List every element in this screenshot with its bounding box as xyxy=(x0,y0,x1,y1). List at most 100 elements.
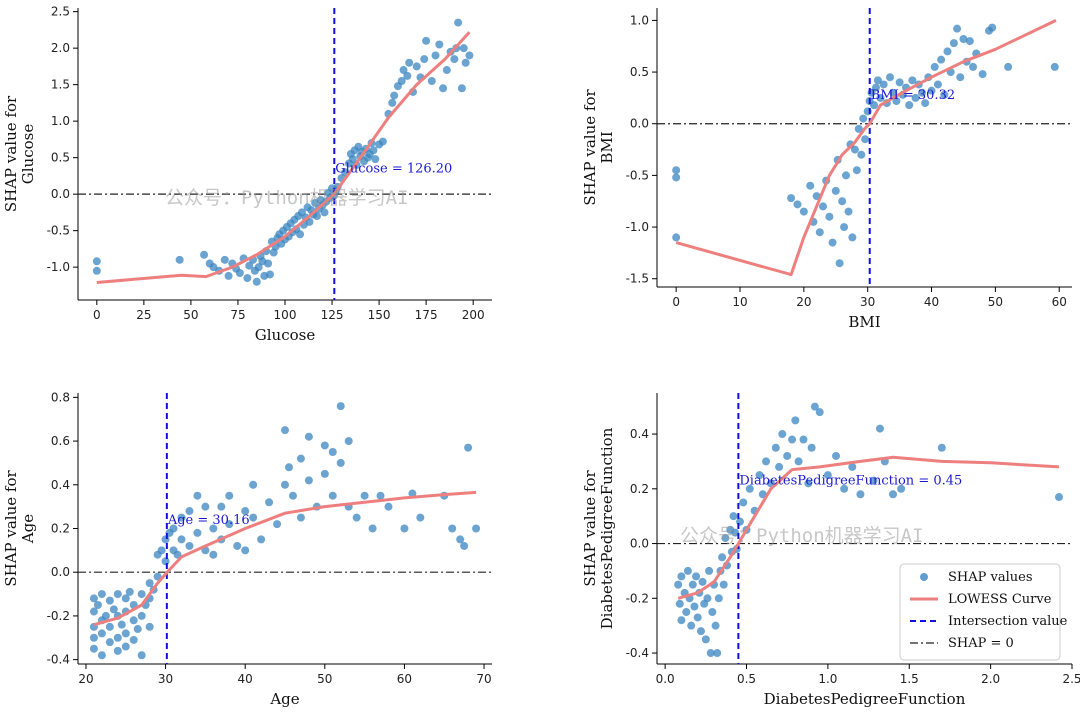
shap-point xyxy=(672,173,681,182)
x-axis-title: BMI xyxy=(848,313,880,331)
shap-point xyxy=(431,51,440,60)
x-tick-label: 200 xyxy=(462,308,485,322)
shap-point xyxy=(793,200,802,209)
shap-point xyxy=(841,171,850,180)
x-tick-label: 2.0 xyxy=(981,672,1000,686)
shap-point xyxy=(956,73,965,82)
shap-point xyxy=(448,524,457,533)
shap-point xyxy=(89,644,98,653)
shap-point xyxy=(807,443,816,452)
shap-point xyxy=(897,484,906,493)
shap-point xyxy=(233,541,242,550)
watermark-top: 公众号：Python机器学习AI xyxy=(165,187,409,209)
shap-point xyxy=(832,451,841,460)
shap-point xyxy=(705,566,714,575)
shap-point xyxy=(703,594,712,603)
y-tick-label: 0.0 xyxy=(51,187,70,201)
shap-point xyxy=(848,233,857,242)
shap-point xyxy=(783,451,792,460)
shap-point xyxy=(949,39,958,48)
x-tick-label: 2.5 xyxy=(1062,672,1080,686)
legend-box xyxy=(899,563,1061,661)
x-tick-label: 70 xyxy=(476,672,491,686)
shap-point xyxy=(97,651,106,660)
shap-point xyxy=(873,76,882,85)
shap-point xyxy=(762,457,771,466)
shap-point xyxy=(819,202,827,211)
shap-point xyxy=(755,471,764,480)
shap-point xyxy=(825,212,834,221)
shap-point xyxy=(937,55,946,64)
shap-point xyxy=(739,498,748,507)
shap-point xyxy=(217,502,226,511)
shap-point xyxy=(378,137,387,146)
panel-glucose: 0 25 50 75 100 125 150 175 200 -1.0 -0.5 0.0 0.5 1.0 1… xyxy=(2,5,492,344)
shap-point xyxy=(328,491,337,500)
shap-point xyxy=(312,212,321,221)
shap-point xyxy=(348,155,357,164)
shap-point xyxy=(450,55,459,64)
shap-point xyxy=(427,77,436,85)
shap-point xyxy=(799,435,808,444)
shap-point xyxy=(92,257,101,266)
shap-point xyxy=(442,66,451,75)
shap-point xyxy=(823,471,832,480)
shap-point xyxy=(439,84,448,93)
shap-point xyxy=(273,520,282,529)
shap-point xyxy=(698,577,707,586)
shap-point xyxy=(870,101,879,110)
shap-point xyxy=(113,633,122,642)
shap-point xyxy=(137,590,146,599)
x-tick-label: 50 xyxy=(317,672,332,686)
x-tick-label: 30 xyxy=(158,672,173,686)
shap-point xyxy=(220,255,229,264)
x-tick-label: 0.0 xyxy=(656,672,675,686)
shap-point xyxy=(791,416,800,425)
y-axis-title-line1: SHAP value for xyxy=(581,470,599,587)
intersection-annotation: Glucose = 126.20 xyxy=(335,161,452,176)
shap-point xyxy=(835,259,844,268)
panel-bmi: 0 10 20 30 40 50 60-1.5-1.0-0.50.00.51.0BMISHA… xyxy=(581,8,1072,331)
shap-point xyxy=(209,524,218,533)
legend-point-symbol xyxy=(920,573,928,581)
shap-point xyxy=(265,498,274,507)
shap-point xyxy=(806,181,815,190)
legend: SHAP values LOWESS Curve Intersection valu… xyxy=(899,563,1068,661)
shap-point xyxy=(889,88,898,97)
intersection-annotation: BMI = 30.32 xyxy=(871,88,955,103)
shap-point xyxy=(794,457,803,466)
shap-point xyxy=(209,263,218,272)
shap-point xyxy=(848,462,857,471)
x-tick-label: 1.5 xyxy=(900,672,919,686)
shap-point xyxy=(249,480,258,489)
shap-point xyxy=(320,441,329,450)
shap-point xyxy=(888,490,897,499)
shap-point xyxy=(225,520,234,529)
shap-point xyxy=(933,80,942,89)
shap-point xyxy=(121,594,130,603)
shap-point xyxy=(677,572,686,581)
x-axis-title: Age xyxy=(269,690,299,708)
shap-point xyxy=(296,513,305,522)
shap-point xyxy=(177,513,186,522)
shap-point xyxy=(281,426,289,435)
y-tick-label: 1.5 xyxy=(51,78,70,92)
shap-point xyxy=(305,217,314,226)
x-tick-label: 40 xyxy=(238,672,253,686)
shap-point xyxy=(771,443,780,452)
shap-point xyxy=(89,633,98,642)
shap-point xyxy=(696,627,705,636)
y-tick-label: 0.2 xyxy=(630,482,649,496)
x-tick-label: 20 xyxy=(796,295,811,309)
shap-point xyxy=(201,502,210,511)
shap-point xyxy=(683,566,692,575)
shap-point xyxy=(412,62,421,71)
shap-point xyxy=(93,600,102,609)
shap-point xyxy=(879,80,888,89)
shap-point xyxy=(729,512,738,521)
shap-point xyxy=(129,635,138,644)
shap-point xyxy=(420,55,429,64)
shap-point xyxy=(854,124,863,133)
x-tick-label: 10 xyxy=(732,295,747,309)
